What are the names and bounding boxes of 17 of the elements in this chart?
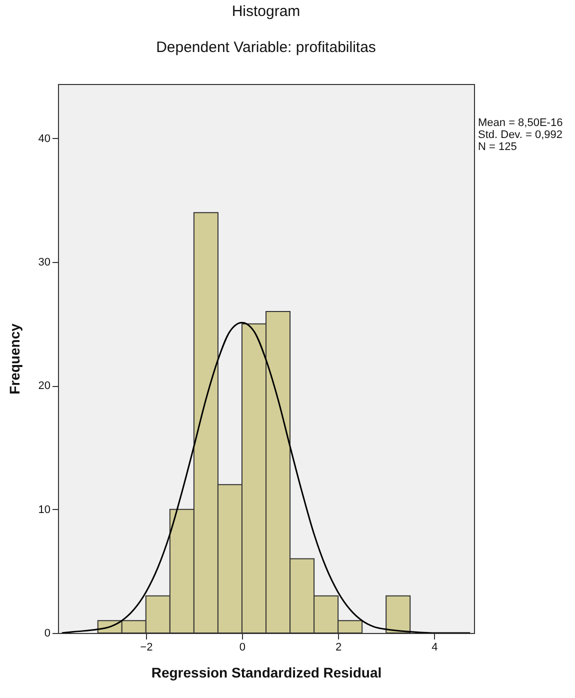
x-tick-label: 2 <box>335 642 342 654</box>
x-tick-label: −2 <box>140 642 153 654</box>
x-axis-title: Regression Standardized Residual <box>151 664 382 680</box>
text: Mean = 8,50E-16 <box>478 117 563 129</box>
y-tick-label: 30 <box>38 256 50 269</box>
line-series <box>61 322 471 633</box>
y-axis-title: Frequency <box>6 323 22 394</box>
chart-title: Histogram <box>230 3 302 20</box>
y-tick-label: 40 <box>38 132 50 145</box>
x-tick-label: 0 <box>239 642 246 654</box>
chart-subtitle: Dependent Variable: profitabilitas <box>155 39 377 56</box>
y-tick-label: 10 <box>38 504 50 516</box>
text: N = 125 <box>478 141 518 153</box>
y-tick-label: 20 <box>38 380 50 392</box>
x-tick-label: 4 <box>432 642 438 654</box>
y-tick-label: 0 <box>44 628 50 640</box>
text: Std. Dev. = 0,992 <box>478 129 563 141</box>
